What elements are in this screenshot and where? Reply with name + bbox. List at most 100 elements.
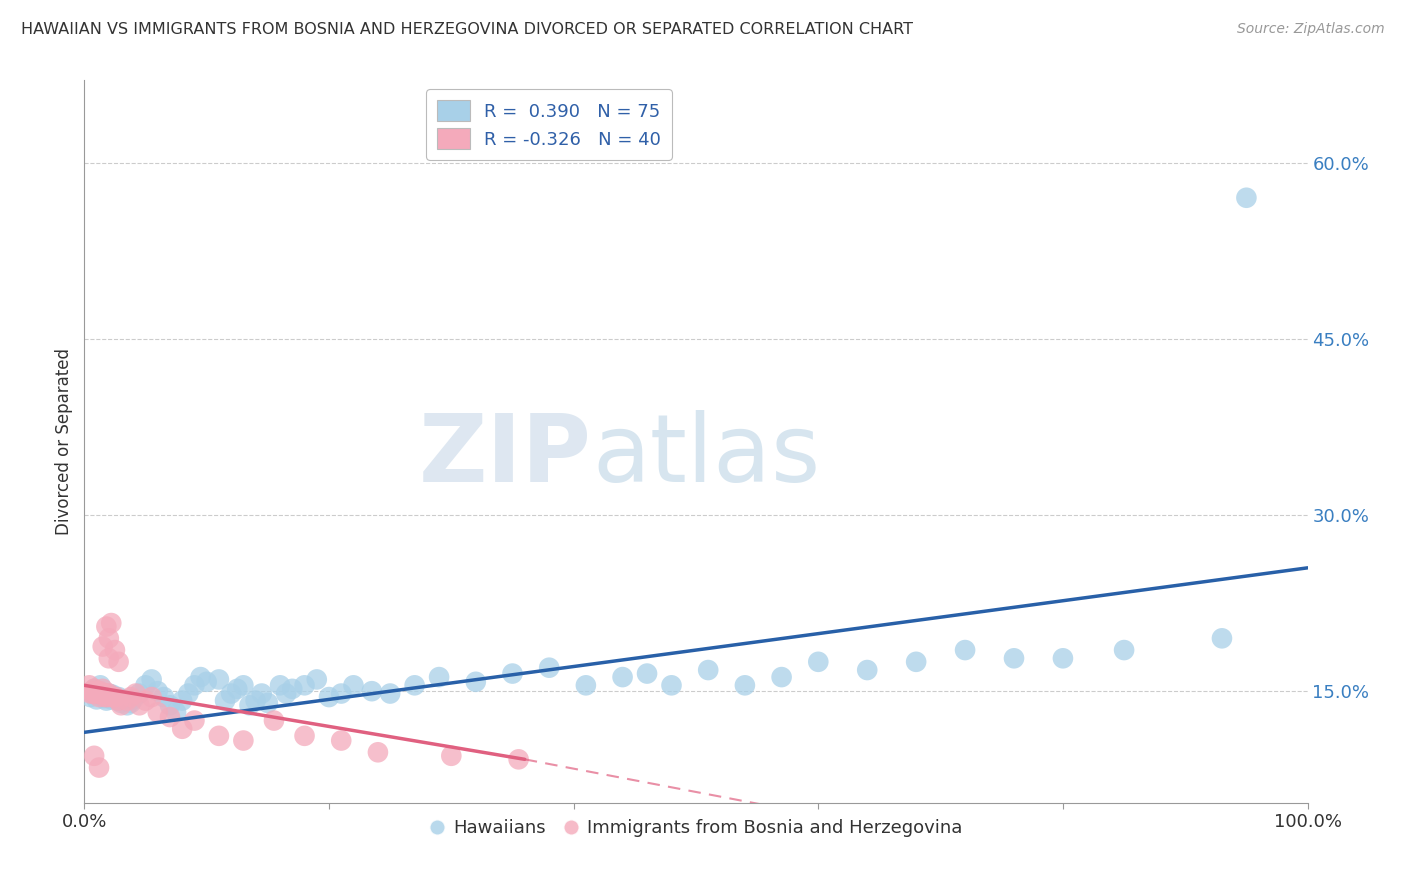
Point: [82, 687, 104, 701]
Point: [84, 687, 107, 701]
Point: [146, 684, 169, 698]
Point: [89, 684, 111, 698]
Point: [96, 687, 118, 701]
Point: [953, 643, 976, 657]
Point: [214, 693, 236, 707]
Point: [97, 690, 120, 704]
Text: Source: ZipAtlas.com: Source: ZipAtlas.com: [1237, 22, 1385, 37]
Point: [94, 690, 117, 704]
Point: [93, 691, 115, 706]
Point: [84, 684, 107, 698]
Text: ZIP: ZIP: [419, 410, 592, 502]
Point: [250, 687, 273, 701]
Point: [87, 690, 110, 704]
Point: [177, 687, 200, 701]
Point: [107, 690, 129, 704]
Point: [502, 666, 524, 681]
Point: [83, 748, 105, 763]
Point: [135, 693, 157, 707]
Point: [219, 687, 242, 701]
Point: [232, 678, 254, 692]
Point: [360, 684, 382, 698]
Point: [110, 698, 132, 713]
Point: [276, 687, 298, 701]
Point: [97, 651, 120, 665]
Point: [105, 693, 128, 707]
Point: [77, 678, 100, 692]
Point: [86, 684, 108, 698]
Point: [770, 670, 793, 684]
Point: [190, 670, 212, 684]
Point: [107, 693, 129, 707]
Point: [112, 692, 135, 706]
Point: [905, 655, 928, 669]
Point: [100, 692, 122, 706]
Point: [165, 706, 187, 720]
Point: [538, 661, 561, 675]
Point: [105, 690, 128, 704]
Point: [83, 681, 105, 696]
Point: [87, 688, 110, 702]
Point: [87, 684, 110, 698]
Point: [208, 673, 231, 687]
Point: [100, 615, 122, 630]
Point: [107, 655, 129, 669]
Point: [183, 678, 205, 692]
Point: [238, 698, 260, 713]
Point: [172, 722, 194, 736]
Point: [87, 687, 110, 701]
Point: [90, 687, 112, 701]
Point: [427, 670, 450, 684]
Point: [128, 687, 150, 701]
Point: [120, 696, 142, 710]
Point: [93, 687, 115, 701]
Point: [103, 690, 125, 704]
Point: [104, 690, 127, 704]
Point: [342, 678, 364, 692]
Point: [245, 693, 267, 707]
Point: [115, 693, 138, 707]
Point: [1211, 632, 1233, 646]
Point: [125, 687, 148, 701]
Point: [305, 673, 328, 687]
Point: [380, 687, 402, 701]
Point: [226, 681, 249, 696]
Point: [128, 698, 150, 713]
Point: [91, 681, 114, 696]
Point: [97, 687, 120, 701]
Point: [79, 690, 101, 704]
Point: [91, 640, 114, 654]
Point: [612, 670, 634, 684]
Point: [135, 678, 157, 692]
Point: [115, 698, 138, 713]
Point: [141, 690, 163, 704]
Point: [263, 714, 285, 728]
Point: [80, 684, 103, 698]
Point: [575, 678, 598, 692]
Point: [86, 692, 108, 706]
Point: [97, 632, 120, 646]
Point: [856, 663, 879, 677]
Point: [367, 745, 389, 759]
Point: [404, 678, 426, 692]
Point: [159, 710, 181, 724]
Point: [636, 666, 658, 681]
Point: [330, 687, 353, 701]
Point: [330, 733, 353, 747]
Point: [269, 678, 291, 692]
Point: [183, 714, 205, 728]
Point: [97, 690, 120, 704]
Point: [79, 687, 101, 701]
Point: [734, 678, 756, 692]
Y-axis label: Divorced or Separated: Divorced or Separated: [55, 348, 73, 535]
Point: [96, 693, 118, 707]
Point: [195, 674, 218, 689]
Point: [97, 687, 120, 701]
Point: [208, 729, 231, 743]
Point: [82, 687, 104, 701]
Point: [89, 678, 111, 692]
Point: [661, 678, 683, 692]
Point: [1052, 651, 1074, 665]
Point: [257, 696, 280, 710]
Point: [91, 687, 114, 701]
